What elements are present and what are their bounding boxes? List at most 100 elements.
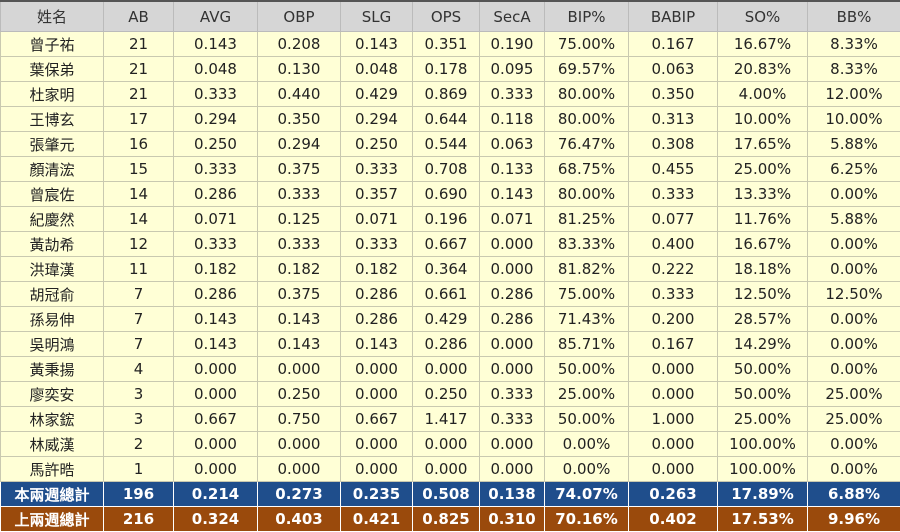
stat-cell: 0.000 <box>174 432 258 457</box>
column-header[interactable]: BB% <box>808 1 900 32</box>
player-name-cell: 黃劼希 <box>1 232 104 257</box>
stat-cell: 0.273 <box>258 482 341 507</box>
stat-cell: 12.50% <box>718 282 808 307</box>
stat-cell: 7 <box>104 307 174 332</box>
stat-cell: 80.00% <box>545 82 629 107</box>
stat-cell: 0.375 <box>258 282 341 307</box>
stat-cell: 0.167 <box>629 332 718 357</box>
stat-cell: 0.333 <box>629 182 718 207</box>
stat-cell: 80.00% <box>545 182 629 207</box>
stat-cell: 85.71% <box>545 332 629 357</box>
stat-cell: 8.33% <box>808 57 900 82</box>
stat-cell: 0.235 <box>341 482 413 507</box>
stat-cell: 0.869 <box>413 82 480 107</box>
stat-cell: 0.000 <box>413 432 480 457</box>
stat-cell: 17 <box>104 107 174 132</box>
player-name-cell: 洪瑋漢 <box>1 257 104 282</box>
stat-cell: 0.133 <box>480 157 545 182</box>
player-name-cell: 林威漢 <box>1 432 104 457</box>
stat-cell: 50.00% <box>718 357 808 382</box>
stat-cell: 25.00% <box>808 407 900 432</box>
stat-cell: 7 <box>104 332 174 357</box>
player-name-cell: 杜家明 <box>1 82 104 107</box>
stat-cell: 17.53% <box>718 507 808 532</box>
stat-cell: 2 <box>104 432 174 457</box>
stat-cell: 0.667 <box>413 232 480 257</box>
stat-cell: 0.000 <box>341 457 413 482</box>
column-header[interactable]: BABIP <box>629 1 718 32</box>
stat-cell: 0.118 <box>480 107 545 132</box>
stat-cell: 0.333 <box>174 232 258 257</box>
column-header[interactable]: SO% <box>718 1 808 32</box>
stat-cell: 0.00% <box>545 457 629 482</box>
stat-cell: 0.143 <box>174 332 258 357</box>
stat-cell: 5.88% <box>808 132 900 157</box>
stat-cell: 0.200 <box>629 307 718 332</box>
stat-cell: 0.00% <box>808 232 900 257</box>
stat-cell: 28.57% <box>718 307 808 332</box>
stat-cell: 0.214 <box>174 482 258 507</box>
stat-cell: 0.00% <box>808 257 900 282</box>
column-header[interactable]: AVG <box>174 1 258 32</box>
column-header[interactable]: AB <box>104 1 174 32</box>
stat-cell: 0.429 <box>413 307 480 332</box>
stat-cell: 100.00% <box>718 457 808 482</box>
stat-cell: 12.50% <box>808 282 900 307</box>
stat-cell: 0.00% <box>808 332 900 357</box>
column-header[interactable]: SecA <box>480 1 545 32</box>
stat-cell: 14 <box>104 182 174 207</box>
column-header[interactable]: OPS <box>413 1 480 32</box>
stat-cell: 21 <box>104 82 174 107</box>
stat-cell: 0.178 <box>413 57 480 82</box>
stat-cell: 0.750 <box>258 407 341 432</box>
stat-cell: 0.333 <box>174 82 258 107</box>
stat-cell: 0.263 <box>629 482 718 507</box>
column-header[interactable]: OBP <box>258 1 341 32</box>
column-header[interactable]: SLG <box>341 1 413 32</box>
stat-cell: 0.00% <box>808 457 900 482</box>
stat-cell: 0.182 <box>174 257 258 282</box>
stat-cell: 20.83% <box>718 57 808 82</box>
stat-cell: 0.077 <box>629 207 718 232</box>
stat-cell: 0.000 <box>258 457 341 482</box>
stat-cell: 0.364 <box>413 257 480 282</box>
stat-cell: 0.286 <box>480 282 545 307</box>
player-name-cell: 林家鋐 <box>1 407 104 432</box>
stat-cell: 50.00% <box>718 382 808 407</box>
stat-cell: 76.47% <box>545 132 629 157</box>
player-name-cell: 顏清浤 <box>1 157 104 182</box>
stat-cell: 0.143 <box>258 307 341 332</box>
stat-cell: 0.000 <box>341 382 413 407</box>
stat-cell: 0.00% <box>545 432 629 457</box>
column-header[interactable]: 姓名 <box>1 1 104 32</box>
stat-cell: 0.00% <box>808 307 900 332</box>
stat-cell: 81.82% <box>545 257 629 282</box>
stat-cell: 7 <box>104 282 174 307</box>
stat-cell: 25.00% <box>718 157 808 182</box>
stat-cell: 0.138 <box>480 482 545 507</box>
stat-cell: 0.00% <box>808 182 900 207</box>
stat-cell: 3 <box>104 407 174 432</box>
stat-cell: 0.455 <box>629 157 718 182</box>
stat-cell: 0.125 <box>258 207 341 232</box>
stat-cell: 3 <box>104 382 174 407</box>
stat-cell: 25.00% <box>808 382 900 407</box>
stat-cell: 0.071 <box>174 207 258 232</box>
stat-cell: 0.286 <box>341 307 413 332</box>
stat-cell: 75.00% <box>545 32 629 57</box>
stat-cell: 0.403 <box>258 507 341 532</box>
stat-cell: 0.000 <box>629 357 718 382</box>
stat-cell: 0.333 <box>341 232 413 257</box>
stat-cell: 0.000 <box>174 457 258 482</box>
stat-cell: 0.000 <box>629 432 718 457</box>
column-header[interactable]: BIP% <box>545 1 629 32</box>
stat-cell: 25.00% <box>718 407 808 432</box>
